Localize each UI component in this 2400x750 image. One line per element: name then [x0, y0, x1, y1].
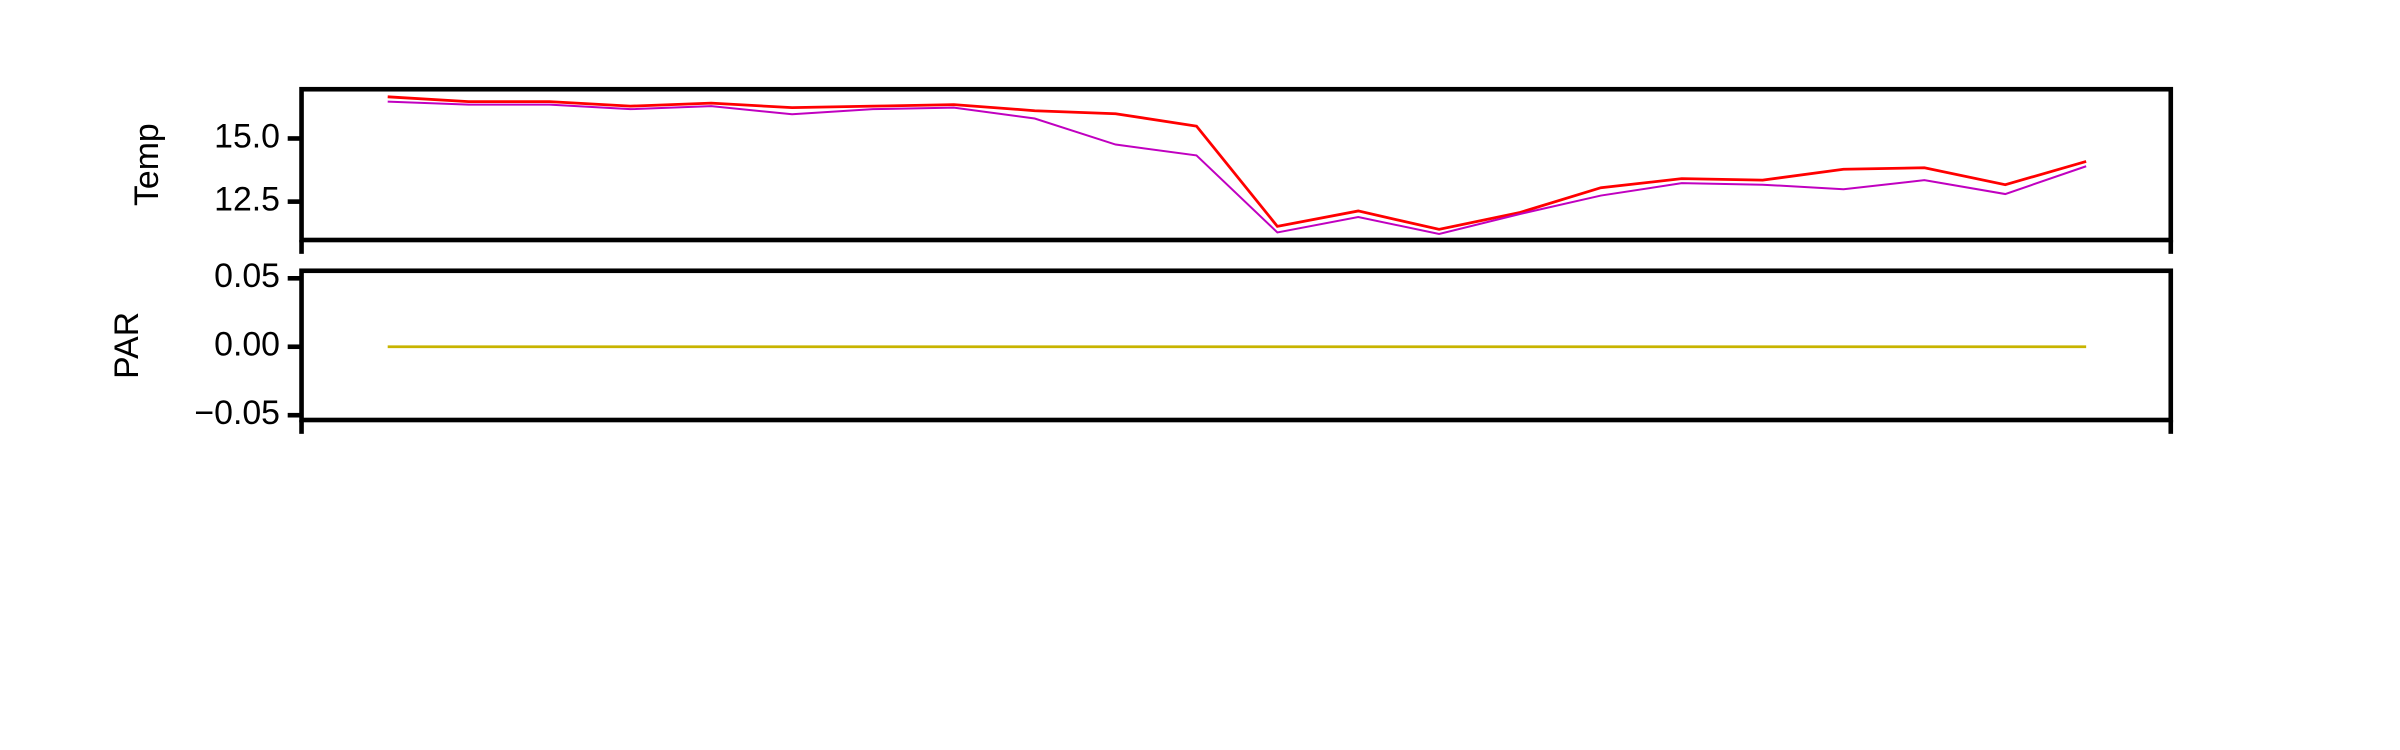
- y-tick-label: −0.05: [194, 394, 280, 432]
- y-tick-label: 0.00: [214, 326, 280, 364]
- y-axis-label: PAR: [108, 312, 146, 379]
- plot-frame: [299, 268, 2174, 423]
- data-line: [387, 95, 2087, 231]
- data-line: [387, 100, 2087, 235]
- y-axis-label: Temp: [128, 123, 166, 206]
- y-tick-label: 15.0: [214, 117, 280, 155]
- y-tick-label: 12.5: [214, 181, 280, 219]
- plot-frame: [299, 86, 2174, 243]
- y-tick-label: 0.05: [214, 257, 280, 295]
